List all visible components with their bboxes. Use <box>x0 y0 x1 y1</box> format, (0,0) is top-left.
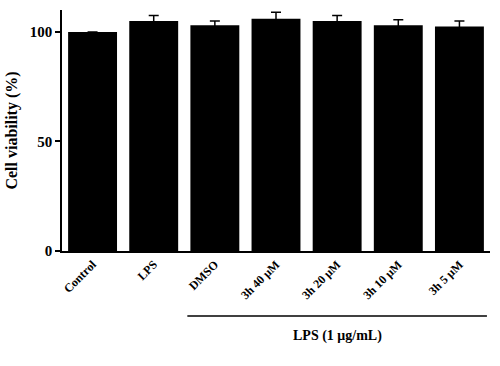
svg-text:50: 50 <box>37 134 52 150</box>
svg-text:3h 10 μM: 3h 10 μM <box>360 258 404 302</box>
svg-text:100: 100 <box>30 24 53 40</box>
svg-text:Control: Control <box>61 257 99 295</box>
svg-text:3h 40 μM: 3h 40 μM <box>238 258 282 302</box>
svg-text:LPS (1 μg/mL): LPS (1 μg/mL) <box>293 328 382 344</box>
svg-text:3h 20 μM: 3h 20 μM <box>299 258 343 302</box>
svg-text:Cell viability (%): Cell viability (%) <box>3 71 21 189</box>
svg-text:3h 5 μM: 3h 5 μM <box>426 258 466 298</box>
svg-text:LPS: LPS <box>135 257 161 283</box>
svg-text:0: 0 <box>45 243 53 259</box>
svg-text:DMSO: DMSO <box>186 258 221 293</box>
